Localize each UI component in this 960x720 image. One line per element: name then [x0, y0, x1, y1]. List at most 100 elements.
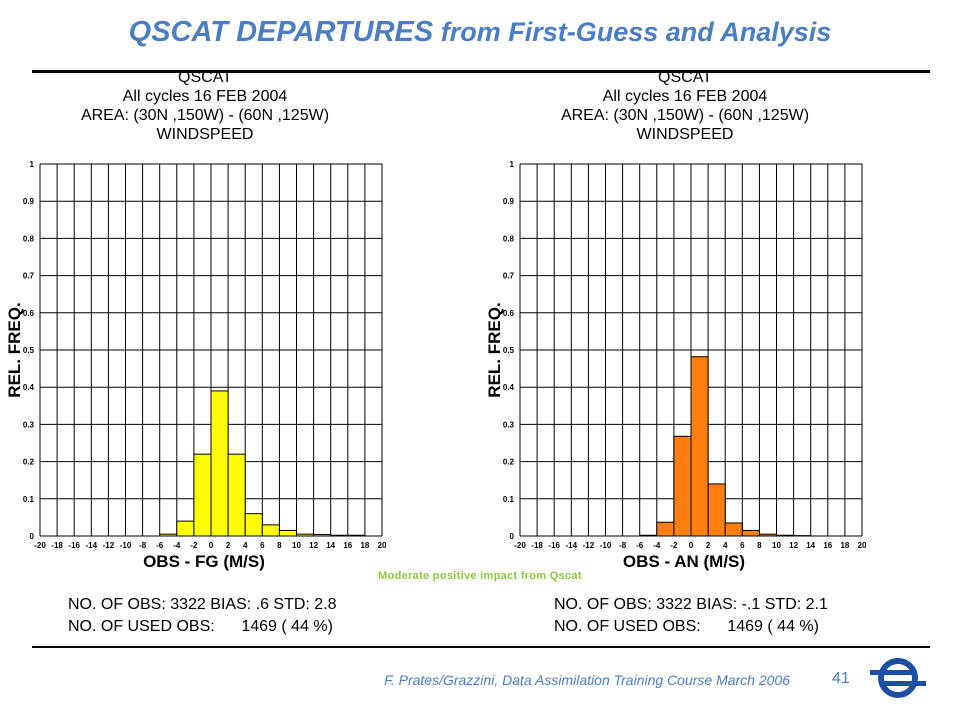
x-tick-label: -12	[583, 541, 595, 550]
y-tick-label: 0.1	[503, 495, 515, 504]
y-axis-label: REL. FREQ.	[5, 302, 24, 397]
bar	[313, 534, 332, 537]
stats-left-line-1: NO. OF OBS: 3322 BIAS: .6 STD: 2.8	[68, 596, 337, 613]
stats-right-line-2: NO. OF USED OBS: 1469 ( 44 %)	[554, 618, 819, 635]
x-tick-label: -16	[68, 541, 80, 550]
x-tick-label: 10	[292, 541, 301, 550]
x-tick-label: 4	[723, 541, 728, 550]
x-tick-label: 20	[378, 541, 387, 550]
stats-left: NO. OF OBS: 3322 BIAS: .6 STD: 2.8 NO. OF…	[68, 594, 337, 638]
y-tick-label: 0.8	[23, 234, 35, 243]
y-tick-label: 0.6	[23, 309, 35, 318]
y-tick-label: 0.3	[23, 420, 35, 429]
chart-header-line: WINDSPEED	[157, 126, 254, 143]
bar	[656, 521, 675, 537]
y-tick-label: 0.9	[23, 197, 35, 206]
x-tick-label: 2	[226, 541, 231, 550]
x-tick-label: -6	[636, 541, 644, 550]
y-tick-label: 1	[30, 160, 35, 169]
x-tick-label: 18	[360, 541, 369, 550]
bar	[741, 529, 760, 537]
y-tick-labels: 0 0.1 0.2 0.3 0.4 0.5 0.6 0.7 0.8 0.9 1	[503, 160, 515, 541]
x-tick-labels: -20 -18 -16 -14 -12 -10 -8 -6 -4 -2 0 2 4 6 8 10 12 14 16 1…	[34, 541, 387, 550]
chart-header-line: WINDSPEED	[637, 126, 734, 143]
x-tick-label: -4	[173, 541, 181, 550]
x-tick-label: -10	[120, 541, 132, 550]
x-tick-label: -6	[156, 541, 164, 550]
bar	[639, 534, 658, 537]
y-tick-label: 0.8	[503, 234, 515, 243]
x-tick-label: -8	[619, 541, 627, 550]
x-tick-label: 12	[789, 541, 798, 550]
bar	[690, 356, 709, 537]
chart-header-line: QSCAT	[178, 69, 232, 86]
top-divider	[32, 70, 930, 73]
y-tick-label: 0.7	[503, 272, 515, 281]
x-tick-label: 14	[326, 541, 335, 550]
footer-credit: F. Prates/Grazzini, Data Assimilation Tr…	[384, 672, 790, 688]
x-tick-label: 14	[806, 541, 815, 550]
bar	[261, 524, 280, 537]
x-tick-label: 0	[689, 541, 694, 550]
x-tick-label: -12	[103, 541, 115, 550]
bar	[193, 453, 212, 537]
x-tick-label: 6	[260, 541, 265, 550]
bar	[758, 533, 777, 537]
ecmwf-logo-icon	[870, 658, 926, 698]
y-tick-label: 0.5	[23, 346, 35, 355]
chart-header-line: AREA: (30N ,150W) - (60N ,125W)	[561, 107, 809, 124]
x-axis-label: OBS - FG (M/S)	[143, 552, 265, 571]
x-tick-label: 4	[243, 541, 248, 550]
y-tick-label: 0.3	[503, 420, 515, 429]
y-tick-label: 0.1	[23, 495, 35, 504]
annotation-text: Moderate positive impact from Qscat	[378, 570, 582, 582]
x-tick-label: -18	[531, 541, 543, 550]
y-tick-label: 1	[510, 160, 515, 169]
bar	[707, 483, 726, 537]
y-tick-label: 0.4	[503, 383, 515, 392]
bar	[330, 534, 349, 537]
bar	[724, 522, 743, 537]
bar	[210, 390, 229, 537]
stats-left-line-2: NO. OF USED OBS: 1469 ( 44 %)	[68, 618, 333, 635]
slide-title-rest: from First-Guess and Analysis	[433, 17, 832, 47]
y-tick-label: 0	[510, 532, 515, 541]
y-tick-label: 0.7	[23, 272, 35, 281]
y-tick-label: 0	[30, 532, 35, 541]
y-tick-label: 0.2	[23, 458, 35, 467]
x-tick-label: 2	[706, 541, 711, 550]
x-tick-label: 18	[840, 541, 849, 550]
slide-title: QSCAT DEPARTURES from First-Guess and An…	[0, 16, 960, 49]
bar	[776, 534, 795, 537]
x-tick-label: -4	[653, 541, 661, 550]
x-tick-label: 8	[757, 541, 762, 550]
x-tick-label: -16	[548, 541, 560, 550]
chart-header-line: QSCAT	[658, 69, 712, 86]
y-tick-label: 0.9	[503, 197, 515, 206]
chart-header-line: All cycles 16 FEB 2004	[123, 88, 288, 105]
bottom-divider	[32, 646, 930, 648]
bar	[227, 453, 246, 537]
y-tick-label: 0.2	[503, 458, 515, 467]
bar	[278, 529, 297, 537]
bar	[347, 534, 366, 537]
x-tick-label: -14	[566, 541, 578, 550]
stats-right-line-1: NO. OF OBS: 3322 BIAS: -.1 STD: 2.1	[554, 596, 828, 613]
slide-title-strong: QSCAT DEPARTURES	[128, 16, 434, 48]
bar	[296, 533, 315, 537]
x-tick-label: -14	[86, 541, 98, 550]
x-tick-label: -18	[51, 541, 63, 550]
x-tick-label: 12	[309, 541, 318, 550]
chart-header-line: All cycles 16 FEB 2004	[603, 88, 768, 105]
x-tick-label: -20	[514, 541, 526, 550]
x-tick-label: 0	[209, 541, 214, 550]
x-tick-label: -2	[670, 541, 678, 550]
bar	[159, 533, 178, 537]
bar	[176, 520, 195, 537]
x-tick-label: 16	[343, 541, 352, 550]
y-tick-label: 0.4	[23, 383, 35, 392]
x-tick-label: 6	[740, 541, 745, 550]
chart-header: QSCAT All cycles 16 FEB 2004 AREA: (30N ,1…	[81, 69, 329, 143]
x-tick-label: 10	[772, 541, 781, 550]
chart-header: QSCAT All cycles 16 FEB 2004 AREA: (30N ,1…	[561, 69, 809, 143]
